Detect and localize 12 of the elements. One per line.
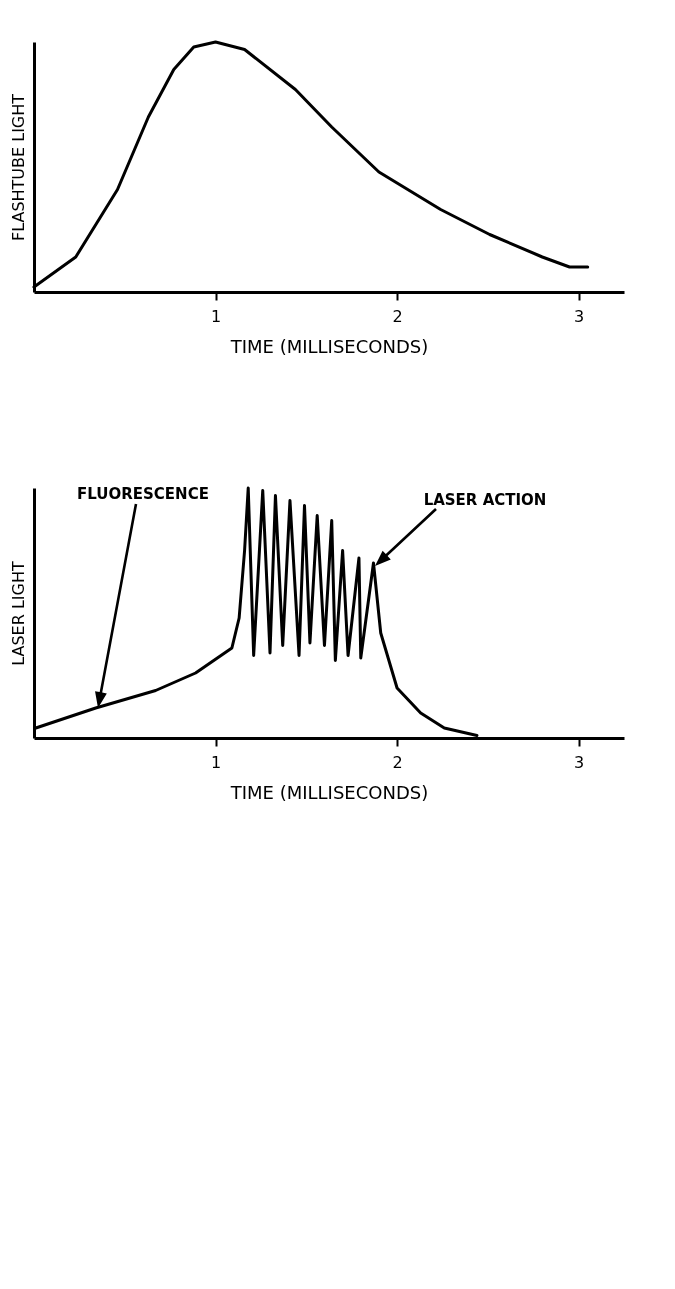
- y-axis-title: LASER LIGHT: [8, 561, 28, 666]
- annotation: LASER ACTION: [423, 491, 547, 509]
- x-tick-label: 2: [392, 306, 403, 326]
- y-axis-title: FLASHTUBE LIGHT: [8, 93, 28, 242]
- x-axis-title: TIME (MILLISECONDS): [229, 781, 429, 803]
- x-tick-label: 3: [574, 752, 585, 772]
- x-tick-label: 2: [392, 752, 403, 772]
- x-axis-title: TIME (MILLISECONDS): [229, 335, 429, 357]
- x-tick-label: 3: [574, 306, 585, 326]
- annotation: FLUORESCENCE: [77, 485, 209, 503]
- x-tick-label: 1: [210, 752, 222, 772]
- x-tick-label: 1: [210, 306, 222, 326]
